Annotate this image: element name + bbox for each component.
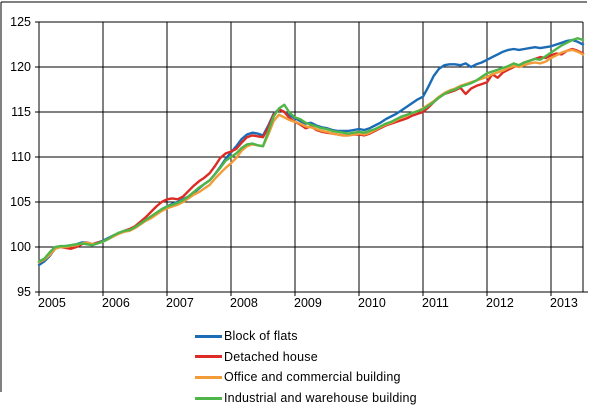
legend-line-swatch bbox=[195, 355, 222, 359]
x-axis-tick-label: 2011 bbox=[422, 296, 449, 310]
x-axis-tick-label: 2008 bbox=[230, 296, 258, 310]
y-axis-tick-label: 120 bbox=[10, 60, 31, 74]
series-line-industrial-and-warehouse-building bbox=[37, 37, 585, 263]
legend-label: Block of flats bbox=[224, 329, 298, 344]
legend-item-office-and-commercial: Office and commercial building bbox=[195, 367, 417, 388]
legend-item-detached-house: Detached house bbox=[195, 347, 417, 368]
legend-label: Industrial and warehouse building bbox=[224, 391, 417, 406]
series-line-office-and-commercial-building bbox=[37, 48, 585, 264]
y-axis-tick-label: 100 bbox=[10, 240, 31, 254]
x-axis-tick-label: 2009 bbox=[294, 296, 322, 310]
legend-item-block-of-flats: Block of flats bbox=[195, 326, 417, 347]
x-axis-tick-label: 2007 bbox=[166, 296, 194, 310]
y-axis-tick-label: 105 bbox=[10, 195, 31, 209]
y-axis-tick-label: 110 bbox=[11, 150, 31, 164]
legend-line-swatch bbox=[195, 375, 222, 379]
x-axis-tick-label: 2013 bbox=[550, 296, 578, 310]
x-axis-tick-label: 2006 bbox=[102, 296, 130, 310]
y-axis-tick-label: 115 bbox=[11, 105, 31, 119]
legend-line-swatch bbox=[195, 334, 222, 338]
legend-label: Detached house bbox=[224, 349, 318, 364]
legend-line-swatch bbox=[195, 396, 222, 400]
y-axis-tick-label: 95 bbox=[17, 285, 31, 299]
series-line-detached-house bbox=[37, 47, 585, 264]
y-axis-tick-label: 125 bbox=[10, 15, 31, 29]
legend: Block of flats Detached house Office and… bbox=[195, 326, 417, 408]
x-axis-tick-label: 2012 bbox=[486, 296, 514, 310]
legend-label: Office and commercial building bbox=[224, 370, 401, 385]
x-axis-tick-label: 2010 bbox=[358, 296, 386, 310]
legend-item-industrial-and-warehouse: Industrial and warehouse building bbox=[195, 388, 417, 409]
x-axis-tick-label: 2005 bbox=[38, 296, 66, 310]
